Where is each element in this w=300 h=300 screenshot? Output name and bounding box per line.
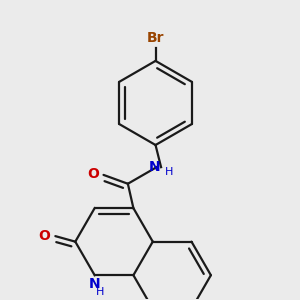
Text: Br: Br [147,32,164,45]
Text: O: O [87,167,99,181]
Text: H: H [96,287,104,297]
Text: O: O [38,229,50,243]
Text: H: H [164,167,173,177]
Text: N: N [148,160,160,174]
Text: N: N [89,278,100,291]
